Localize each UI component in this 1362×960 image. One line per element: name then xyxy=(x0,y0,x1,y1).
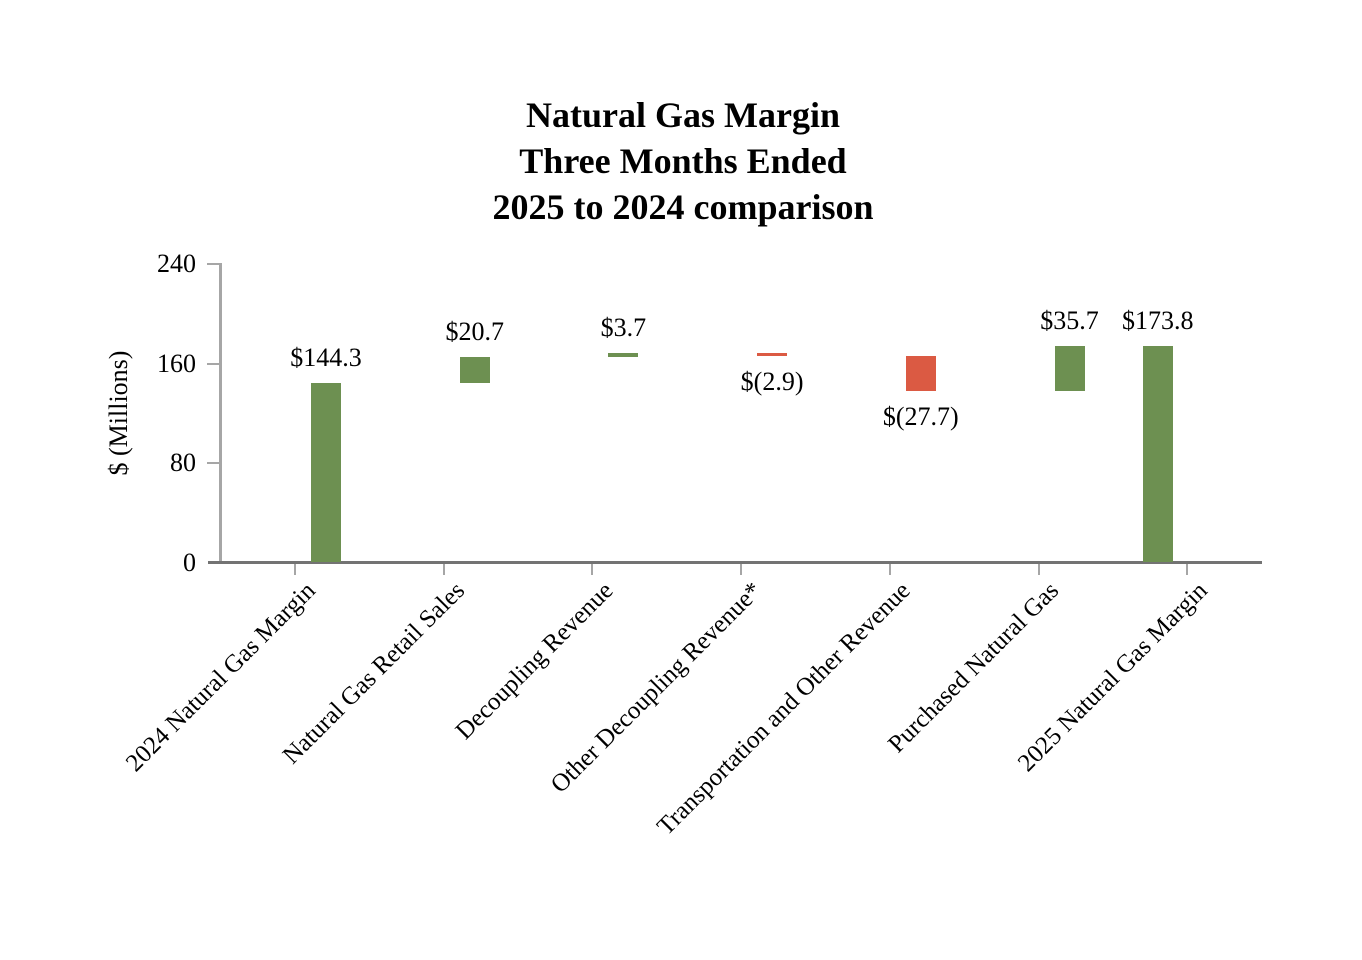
x-tick-mark xyxy=(442,564,445,575)
x-tick-mark xyxy=(294,564,296,575)
chart-title: Natural Gas Margin Three Months Ended 20… xyxy=(183,92,1183,230)
y-tick-mark xyxy=(207,263,220,265)
x-tick-mark xyxy=(740,564,743,575)
waterfall-bar-1 xyxy=(311,383,341,563)
bar-data-label-1: $144.3 xyxy=(290,343,362,373)
x-tick-mark xyxy=(888,564,891,575)
chart-title-line-1: Natural Gas Margin xyxy=(526,95,840,135)
bar-data-label-3: $3.7 xyxy=(600,312,647,342)
y-tick-label: 80 xyxy=(170,448,196,477)
x-tick-mark xyxy=(1037,564,1040,575)
y-tick-label: 240 xyxy=(157,249,196,278)
bar-data-label-6: $35.7 xyxy=(1040,306,1099,336)
x-tick-mark xyxy=(591,564,594,575)
chart-title-line-2: Three Months Ended xyxy=(519,141,847,181)
waterfall-bar-3 xyxy=(608,352,639,358)
waterfall-bar-4 xyxy=(757,352,788,357)
chart-title-line-3: 2025 to 2024 comparison xyxy=(492,187,874,227)
x-category-label-5: Transportation and Other Revenue xyxy=(652,577,916,841)
y-tick-label: 160 xyxy=(157,348,196,378)
bar-data-label-2: $20.7 xyxy=(445,317,504,347)
x-tick-mark xyxy=(1186,564,1189,575)
waterfall-bar-7 xyxy=(1142,346,1173,563)
waterfall-bar-2 xyxy=(459,357,490,384)
bar-data-label-5: $(27.7) xyxy=(882,401,959,431)
y-axis-line xyxy=(219,263,222,564)
bar-data-label-7: $173.8 xyxy=(1121,306,1194,336)
waterfall-bar-6 xyxy=(1054,346,1085,391)
x-category-label-3: Decoupling Revenue xyxy=(450,577,619,745)
y-tick-mark xyxy=(207,362,220,365)
y-tick-mark xyxy=(207,462,220,464)
y-tick-label: 0 xyxy=(183,547,196,577)
y-axis-title: $ (Millions) xyxy=(104,350,133,476)
bar-data-label-4: $(2.9) xyxy=(740,367,804,397)
x-axis-line xyxy=(208,561,1262,564)
waterfall-bar-5 xyxy=(905,356,936,391)
